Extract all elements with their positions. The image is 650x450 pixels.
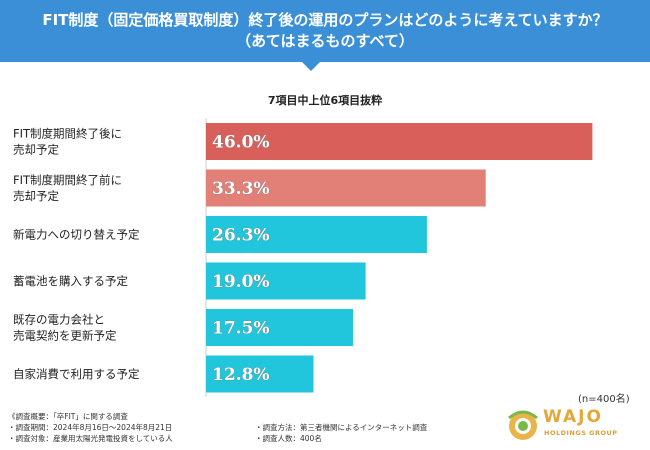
bar-2 (206, 169, 486, 207)
note-line: ・調査方法：第三者機関によるインターネット調査 (255, 423, 428, 432)
category-label-4: 蓄電池を購入する予定 (13, 274, 128, 288)
wajo-logo: WAJO HOLDINGS GROUP (505, 406, 625, 446)
note-line: ・調査人数：400名 (255, 434, 322, 443)
banner-pointer (302, 62, 320, 71)
category-label-6: 自家消費で利用する予定 (13, 367, 140, 381)
value-label-3: 26.3% (212, 226, 270, 246)
bar-6 (206, 355, 314, 393)
bar-1 (206, 123, 593, 160)
category-label-1: 売却予定 (13, 143, 59, 157)
category-label-1: FIT制度期間終了後に (13, 127, 122, 141)
sample-size-label: (n=400名) (578, 394, 630, 405)
category-label-2: FIT制度期間終了前に (13, 173, 122, 187)
value-label-1: 46.0% (212, 133, 270, 153)
category-label-5: 売電契約を更新予定 (13, 329, 117, 343)
survey-notes-right: ・調査方法：第三者機関によるインターネット調査 ・調査人数：400名 (255, 422, 427, 444)
logo-emblem-icon (508, 410, 538, 440)
title-banner (0, 0, 650, 62)
question-title-line2: （あてはまるものすべて） (236, 32, 414, 50)
value-label-2: 33.3% (212, 179, 270, 199)
bar-4 (206, 262, 366, 300)
category-label-5: 既存の電力会社と (13, 313, 105, 327)
category-label-3: 新電力への切り替え予定 (13, 228, 140, 242)
note-line: ・調査期間：2024年8月16日～2024年8月21日 (8, 423, 173, 432)
bar-3 (206, 216, 427, 253)
note-line: 《調査概要：「卒FIT」に関する調査 (8, 412, 128, 421)
question-title-line1: FIT制度（固定価格買取制度）終了後の運用のプランはどのように考えていますか？ (42, 11, 608, 29)
chart-subtitle: 7項目中上位6項目抜粋 (267, 94, 383, 107)
logo-subtext: HOLDINGS GROUP (544, 429, 618, 437)
bar-5 (206, 309, 353, 346)
value-label-6: 12.8% (212, 365, 270, 385)
note-line: ・調査対象：産業用太陽光発電投資をしている人 (8, 434, 173, 443)
category-label-2: 売却予定 (13, 189, 59, 203)
survey-notes-left: 《調査概要：「卒FIT」に関する調査 ・調査期間：2024年8月16日～2024… (8, 411, 173, 444)
value-label-4: 19.0% (212, 272, 270, 292)
logo-wordmark: WAJO (543, 407, 603, 427)
value-label-5: 17.5% (212, 319, 270, 339)
